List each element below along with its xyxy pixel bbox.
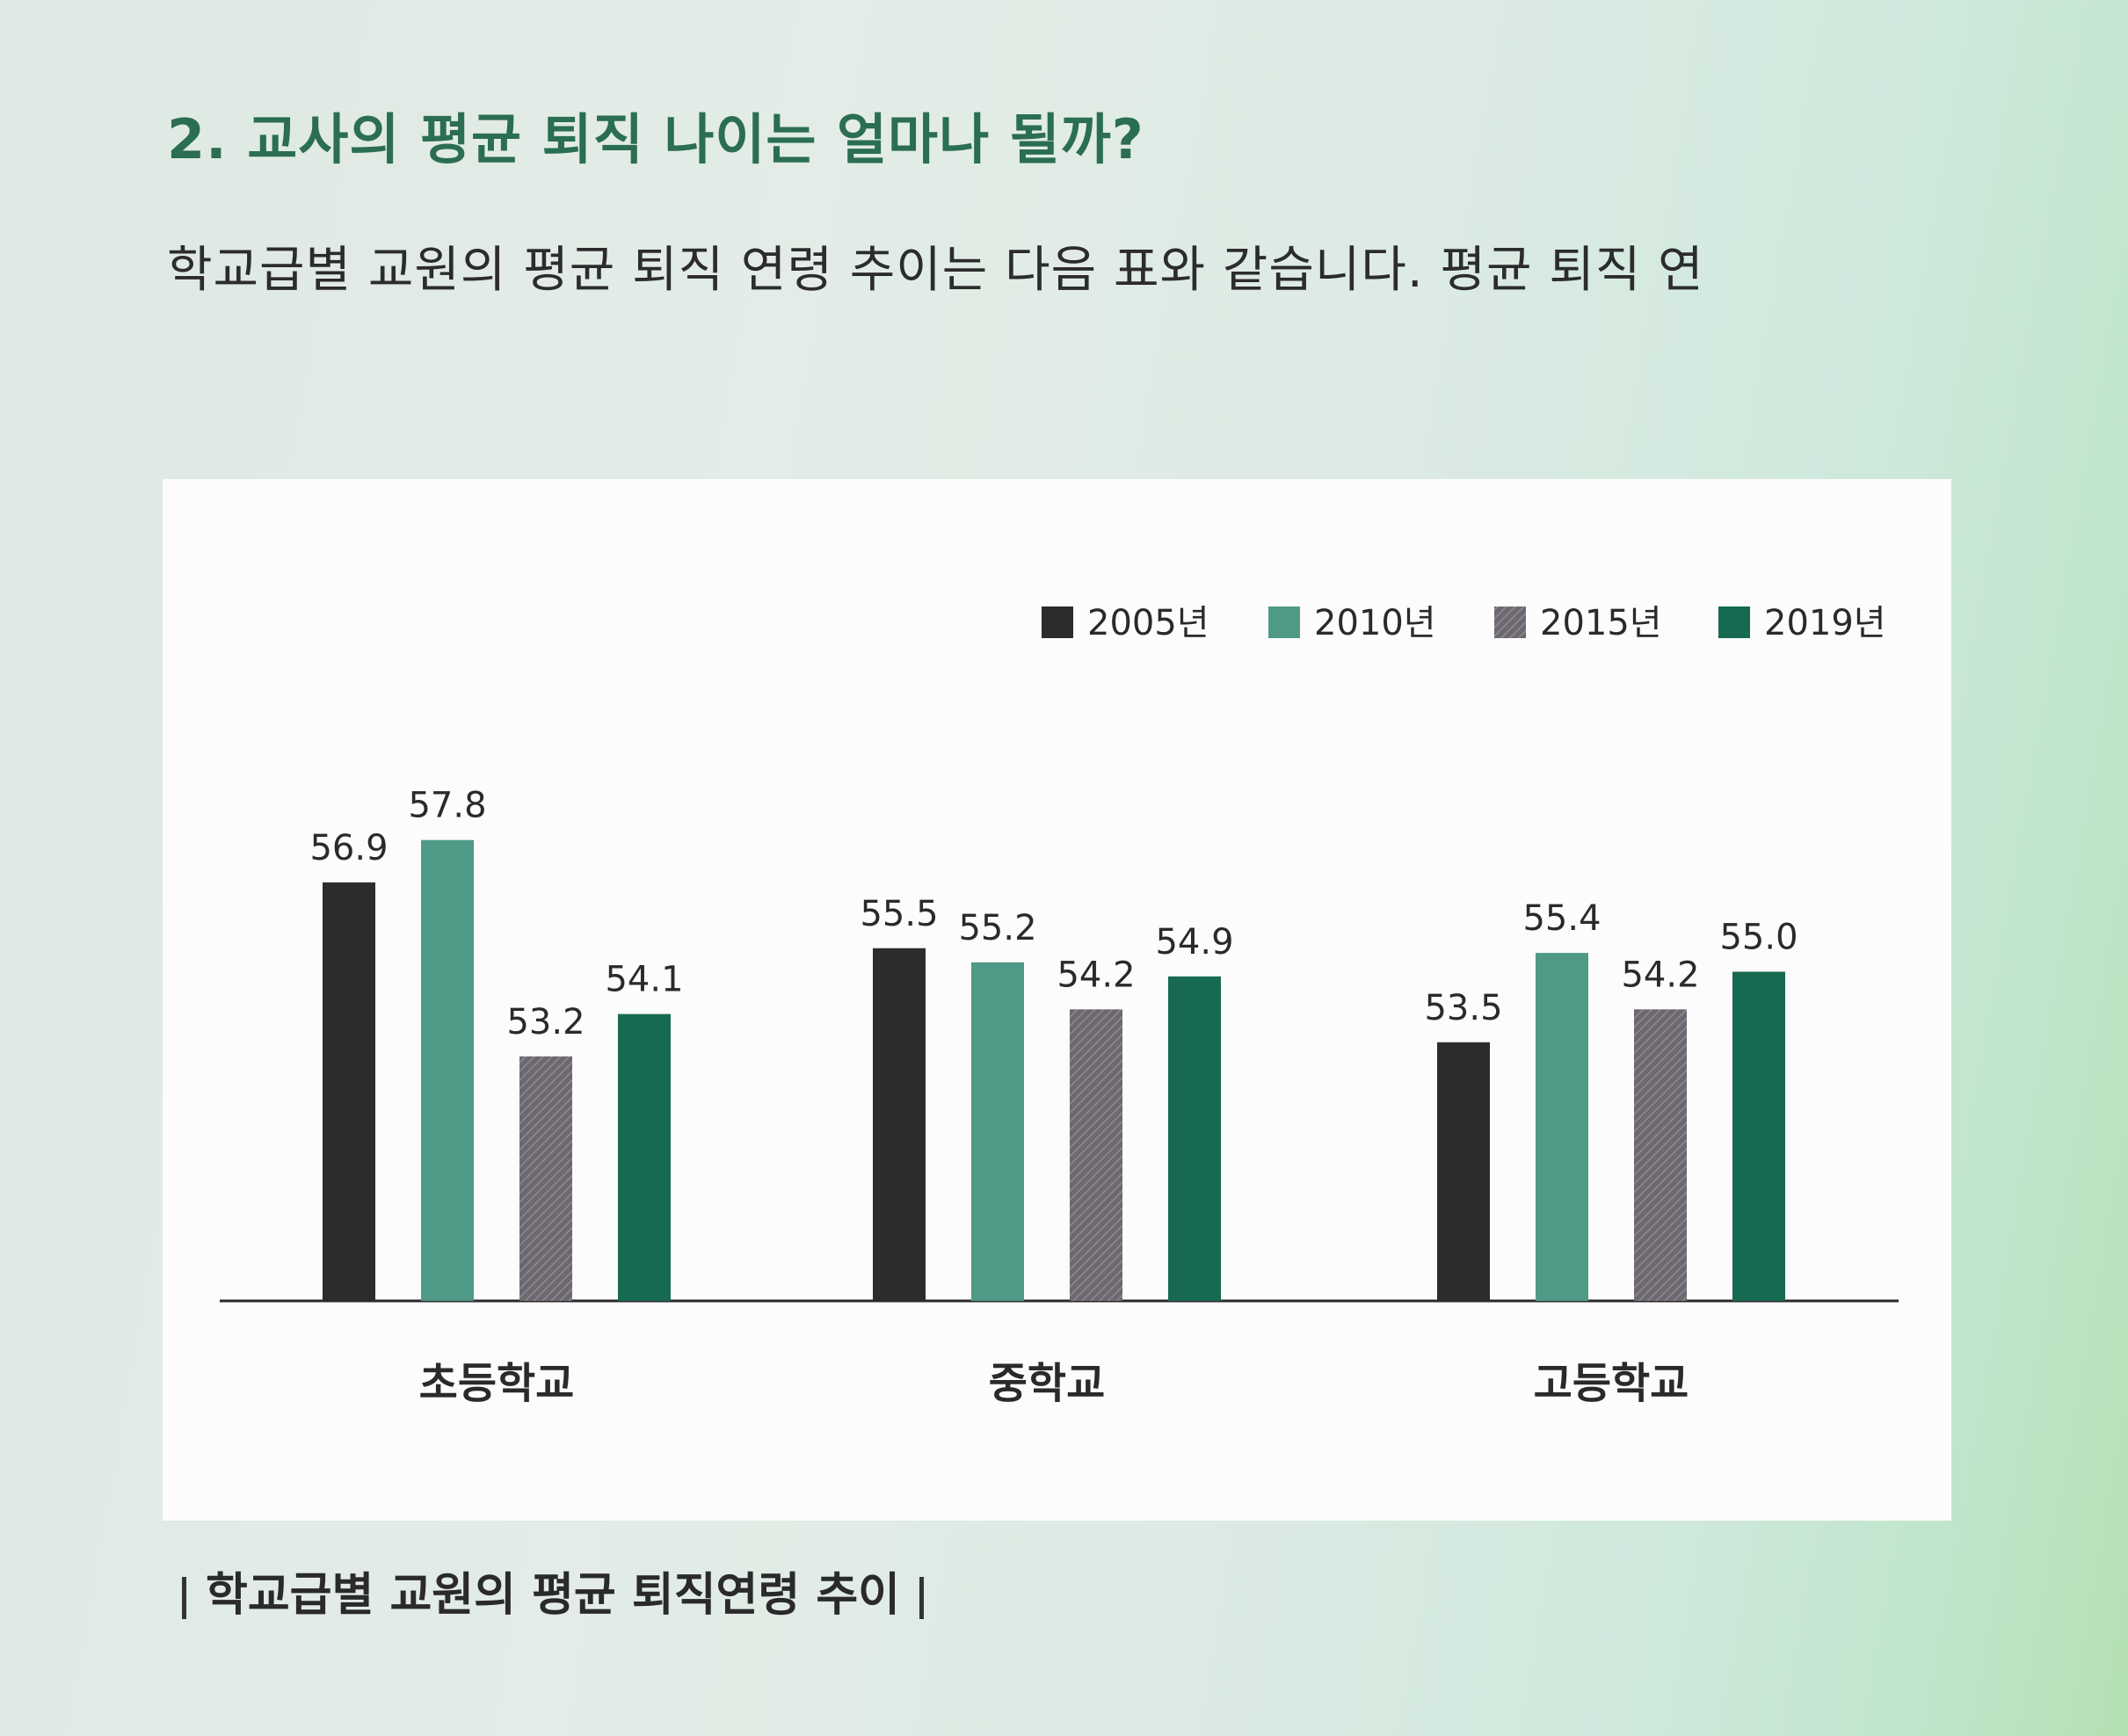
bar-0-0 [323, 882, 375, 1301]
bar-0-2 [519, 1056, 572, 1301]
bar-value-label: 53.5 [1424, 988, 1502, 1028]
bar-1-2 [1070, 1009, 1122, 1301]
legend-swatch-1 [1268, 607, 1300, 638]
chart-card: 56.9 57.8 53.2 54.1 초등학교 55.5 55.2 54.2 54.9 중학교 5… [163, 479, 1951, 1521]
legend-label-2: 2015년 [1540, 603, 1662, 643]
bar-value-label: 54.2 [1057, 955, 1135, 995]
category-label: 중학교 [989, 1359, 1105, 1408]
bar-value-label: 55.5 [860, 894, 938, 934]
bar-0-3 [618, 1013, 671, 1301]
bar-value-label: 53.2 [506, 1002, 585, 1042]
figure-caption: 학교급별 교원의 평균 퇴직연령 추이 [163, 1558, 943, 1623]
caption-bar-right [919, 1577, 925, 1619]
category-label: 초등학교 [419, 1359, 575, 1408]
caption-bar-left [182, 1577, 186, 1619]
bar-2-0 [1437, 1042, 1490, 1301]
bar-1-1 [971, 962, 1024, 1301]
bar-value-label: 54.1 [605, 960, 683, 1000]
bar-value-label: 55.0 [1719, 918, 1798, 958]
intro-text: 학교급별 교원의 평균 퇴직 연령 추이는 다음 표와 같습니다. 평균 퇴직 … [167, 242, 1704, 299]
category-label: 고등학교 [1534, 1359, 1689, 1408]
bar-value-label: 54.2 [1621, 955, 1699, 995]
bar-value-label: 56.9 [309, 828, 388, 868]
bar-2-3 [1732, 971, 1785, 1301]
bar-value-label: 54.9 [1155, 922, 1233, 962]
bar-0-1 [421, 839, 474, 1301]
legend-label-3: 2019년 [1764, 603, 1886, 643]
legend-label-0: 2005년 [1087, 603, 1209, 643]
bar-1-0 [873, 948, 926, 1301]
bar-value-label: 57.8 [408, 786, 486, 826]
bar-2-2 [1634, 1009, 1687, 1301]
legend-swatch-3 [1718, 607, 1750, 638]
caption-text: 학교급별 교원의 평균 퇴직연령 추이 [206, 1569, 901, 1622]
legend-swatch-0 [1042, 607, 1073, 638]
bar-2-1 [1536, 953, 1588, 1301]
bar-value-label: 55.2 [958, 908, 1036, 948]
legend-swatch-2 [1494, 607, 1526, 638]
bar-chart: 56.9 57.8 53.2 54.1 초등학교 55.5 55.2 54.2 54.9 중학교 5… [220, 603, 1899, 1408]
bar-1-3 [1168, 976, 1221, 1301]
bar-value-label: 55.4 [1522, 898, 1601, 939]
section-heading: 2. 교사의 평균 퇴직 나이는 얼마나 될까? [167, 107, 1144, 171]
legend-label-1: 2010년 [1314, 603, 1436, 643]
